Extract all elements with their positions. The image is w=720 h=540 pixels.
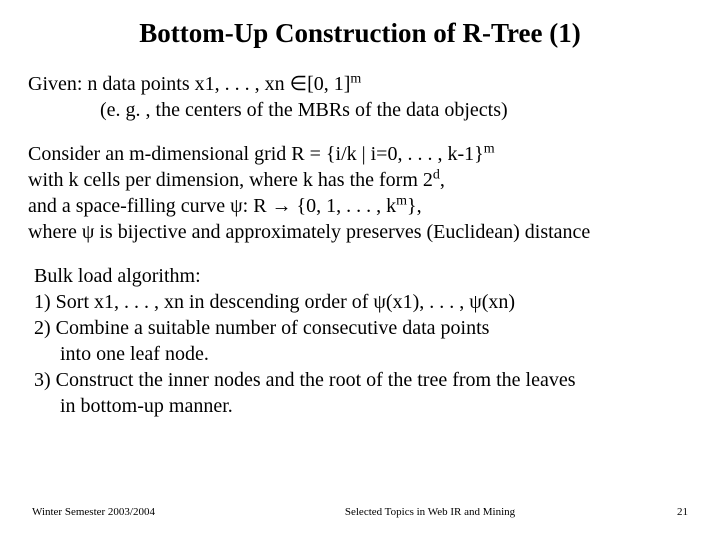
given-line-1-post: [0, 1] (307, 73, 350, 95)
algo-step-3b: in bottom-up manner. (34, 393, 692, 419)
grid-line-2-sup: d (433, 167, 440, 182)
algo-step-1: 1) Sort x1, . . . , xn in descending ord… (34, 289, 692, 315)
algo-block: Bulk load algorithm: 1) Sort x1, . . . ,… (34, 263, 692, 419)
algo-step-3a: 3) Construct the inner nodes and the roo… (34, 367, 692, 393)
algo-step-2b: into one leaf node. (34, 341, 692, 367)
element-of-symbol: ∈ (290, 73, 307, 95)
footer-mid: Selected Topics in Web IR and Mining (232, 506, 628, 518)
given-line-2: (e. g. , the centers of the MBRs of the … (28, 97, 692, 123)
algo-head: Bulk load algorithm: (34, 263, 692, 289)
given-block: Given: n data points x1, . . . , xn ∈[0,… (28, 71, 692, 123)
given-line-1: Given: n data points x1, . . . , xn ∈[0,… (28, 71, 692, 97)
grid-line-3-pre: and a space-filling curve ψ: R (28, 195, 272, 217)
grid-line-1: Consider an m-dimensional grid R = {i/k … (28, 141, 692, 167)
grid-line-3-sup: m (396, 193, 407, 208)
grid-line-4: where ψ is bijective and approximately p… (28, 219, 692, 245)
algo-step-2a: 2) Combine a suitable number of consecut… (34, 315, 692, 341)
grid-line-1-sup: m (484, 141, 495, 156)
grid-line-2-post: , (440, 169, 445, 191)
footer-left: Winter Semester 2003/2004 (32, 506, 232, 518)
grid-line-2-text: with k cells per dimension, where k has … (28, 169, 433, 191)
given-line-1-sup: m (350, 71, 361, 86)
grid-line-3-end: }, (407, 195, 422, 217)
slide-title: Bottom-Up Construction of R-Tree (1) (28, 18, 692, 49)
grid-line-1-pre: Consider an m-dimensional grid R = {i/k … (28, 143, 484, 165)
footer: Winter Semester 2003/2004 Selected Topic… (0, 506, 720, 518)
footer-page-number: 21 (628, 506, 688, 518)
grid-block: Consider an m-dimensional grid R = {i/k … (28, 141, 692, 245)
grid-line-3: and a space-filling curve ψ: R → {0, 1, … (28, 193, 692, 219)
given-line-1-pre: Given: n data points x1, . . . , xn (28, 73, 290, 95)
grid-line-3-post: {0, 1, . . . , k (292, 195, 397, 217)
slide: Bottom-Up Construction of R-Tree (1) Giv… (0, 0, 720, 540)
arrow-symbol: → (272, 195, 292, 217)
grid-line-2: with k cells per dimension, where k has … (28, 167, 692, 193)
